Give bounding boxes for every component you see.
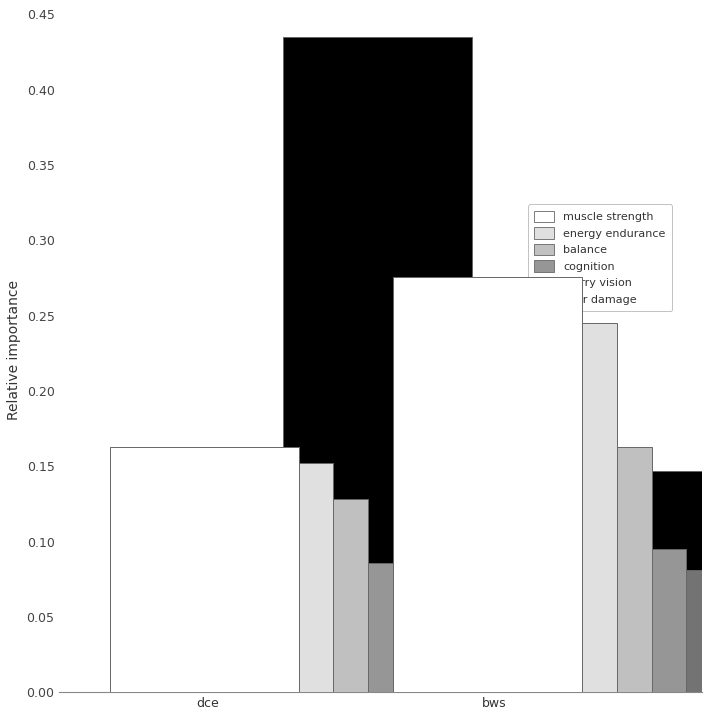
Bar bbox=[497, 549, 686, 692]
Bar bbox=[213, 563, 403, 692]
Bar bbox=[179, 500, 368, 692]
Bar bbox=[566, 471, 709, 692]
Bar bbox=[110, 447, 298, 692]
Bar bbox=[393, 277, 582, 692]
Y-axis label: Relative importance: Relative importance bbox=[7, 280, 21, 419]
Legend: muscle strength, energy endurance, balance, cognition, blurry vision, liver dama: muscle strength, energy endurance, balan… bbox=[527, 204, 672, 311]
Bar bbox=[428, 323, 617, 692]
Bar bbox=[283, 37, 472, 692]
Bar bbox=[532, 570, 709, 692]
Bar bbox=[248, 635, 437, 692]
Bar bbox=[145, 463, 333, 692]
Bar bbox=[462, 447, 652, 692]
